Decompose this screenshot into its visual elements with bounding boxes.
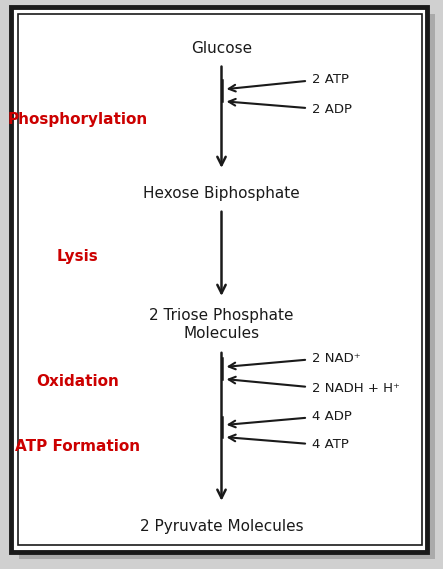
Text: 2 Pyruvate Molecules: 2 Pyruvate Molecules (140, 519, 303, 534)
Text: Hexose Biphosphate: Hexose Biphosphate (143, 186, 300, 201)
Text: Phosphorylation: Phosphorylation (8, 112, 148, 127)
Text: Lysis: Lysis (57, 249, 98, 263)
Text: 2 ATP: 2 ATP (312, 73, 350, 86)
Text: 2 NAD⁺: 2 NAD⁺ (312, 352, 361, 365)
Text: Glucose: Glucose (191, 41, 252, 56)
FancyBboxPatch shape (11, 7, 427, 552)
Text: 4 ADP: 4 ADP (312, 410, 352, 423)
FancyBboxPatch shape (19, 14, 435, 559)
Text: 2 ADP: 2 ADP (312, 103, 352, 116)
Text: 2 NADH + H⁺: 2 NADH + H⁺ (312, 382, 400, 394)
Text: Oxidation: Oxidation (36, 374, 119, 389)
Text: 4 ATP: 4 ATP (312, 439, 349, 451)
Text: ATP Formation: ATP Formation (15, 439, 140, 454)
Text: 2 Triose Phosphate
Molecules: 2 Triose Phosphate Molecules (149, 308, 294, 340)
